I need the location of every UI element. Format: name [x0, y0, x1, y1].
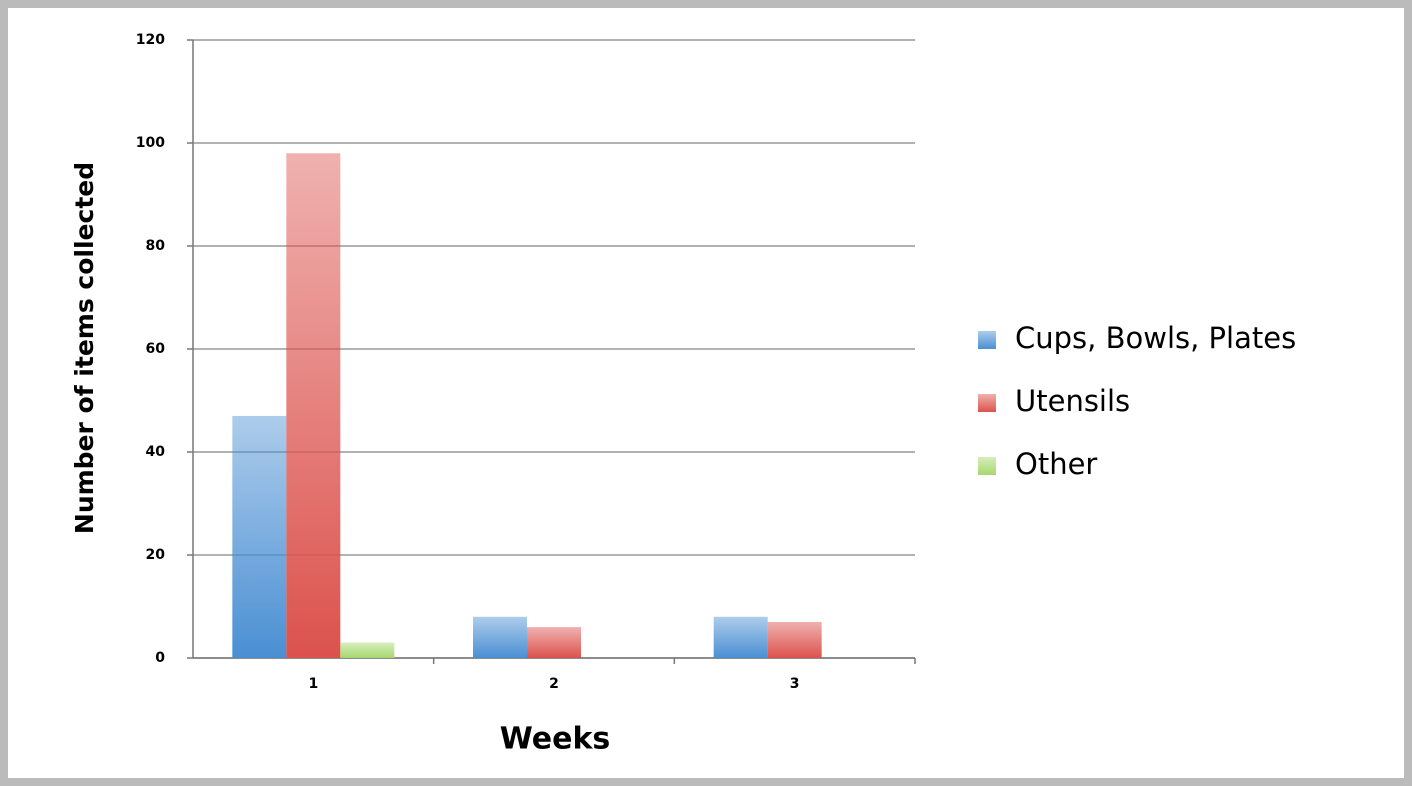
y-tick-label: 100	[136, 135, 165, 151]
x-tick-label: 3	[790, 676, 800, 692]
y-tick-label: 60	[146, 341, 166, 357]
bar	[767, 621, 822, 658]
y-tick-label: 20	[146, 547, 166, 563]
legend-swatch	[978, 331, 996, 349]
x-axis-title: Weeks	[500, 722, 611, 757]
bar	[340, 642, 395, 658]
y-tick-label: 80	[146, 238, 166, 254]
x-tick-label: 1	[308, 676, 318, 692]
y-axis-title: Number of items collected	[70, 162, 99, 534]
y-tick-label: 0	[155, 650, 165, 666]
y-tick-label: 120	[136, 32, 165, 48]
y-tick-label: 40	[146, 444, 166, 460]
bar	[713, 616, 768, 658]
bar	[286, 153, 341, 659]
bar	[473, 616, 527, 658]
legend-label: Utensils	[1015, 384, 1130, 418]
bar	[232, 415, 287, 658]
legend-swatch	[978, 394, 996, 412]
bar	[527, 627, 581, 658]
x-tick-label: 2	[549, 676, 559, 692]
legend-label: Cups, Bowls, Plates	[1015, 321, 1296, 355]
legend-label: Other	[1015, 447, 1097, 481]
legend-swatch	[978, 457, 996, 475]
